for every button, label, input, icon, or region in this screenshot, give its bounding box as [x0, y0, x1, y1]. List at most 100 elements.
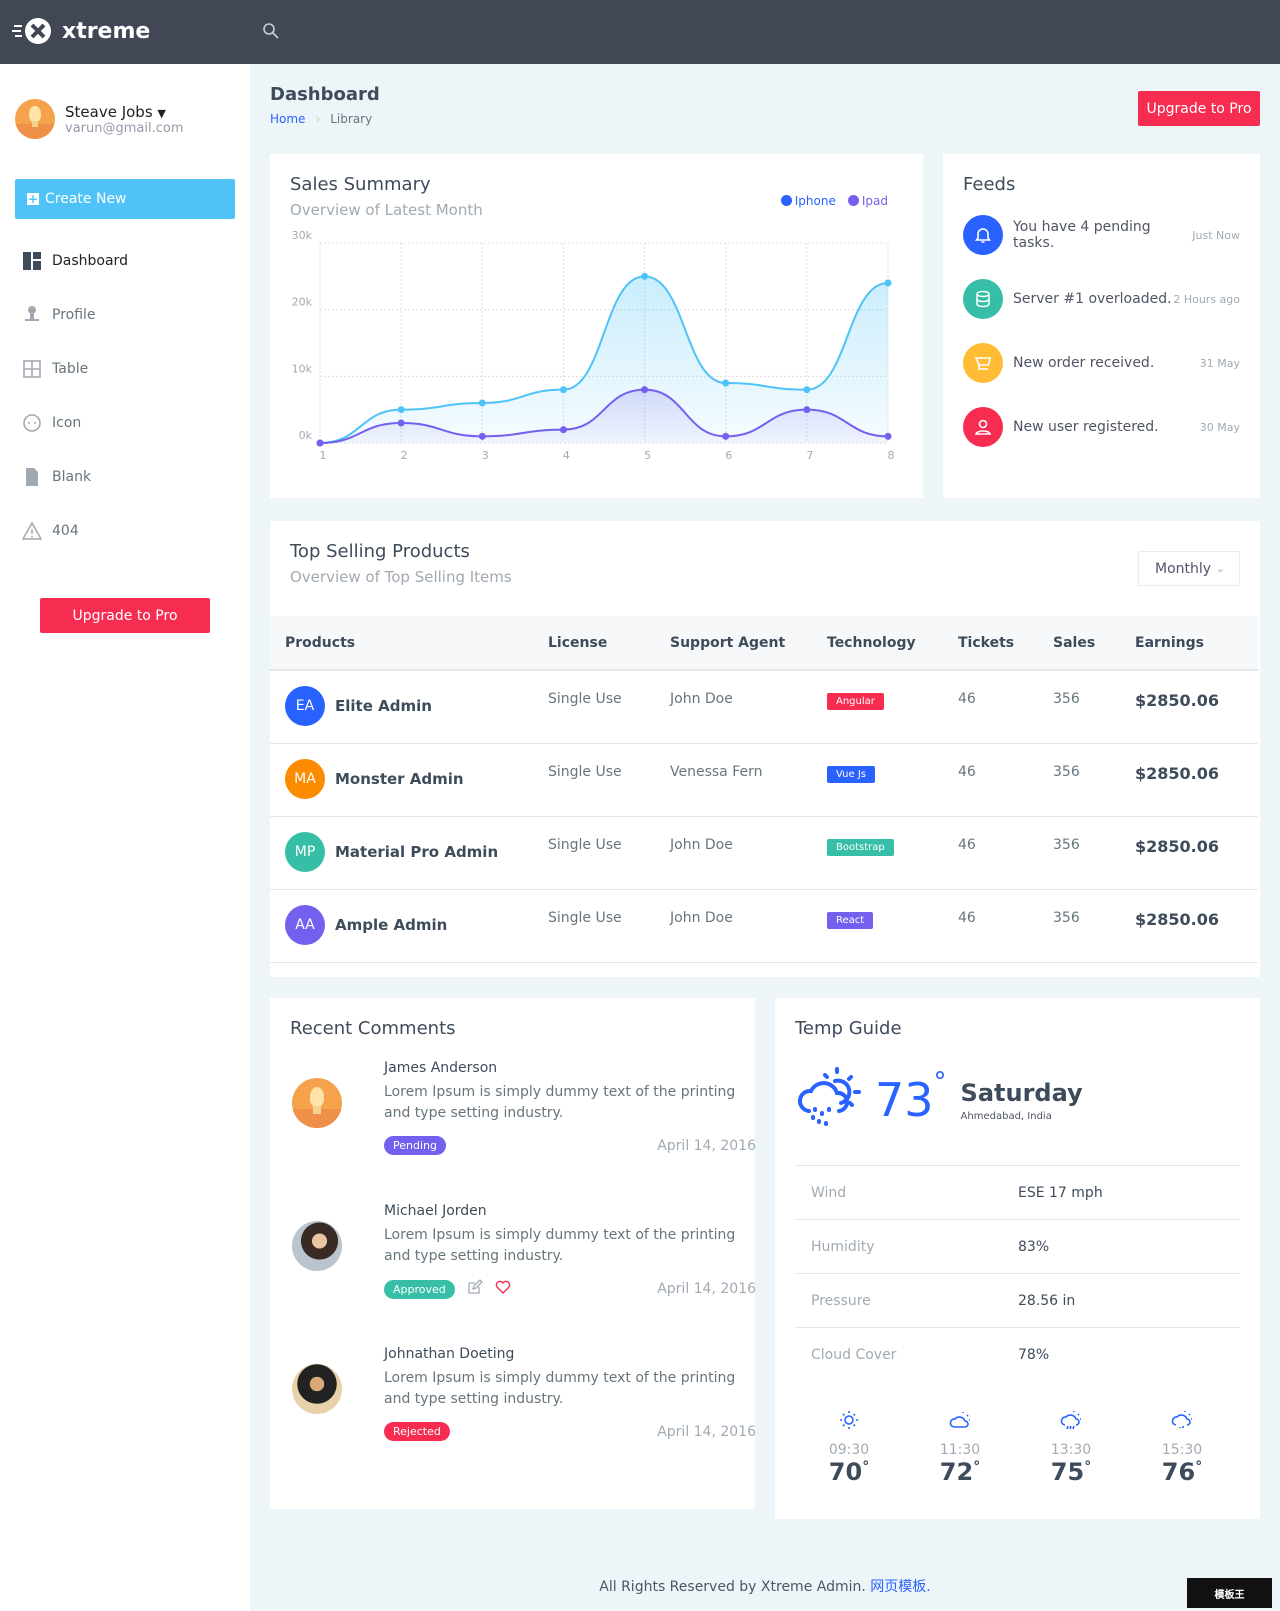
earnings-cell: $2850.06 [1135, 670, 1258, 744]
feed-item[interactable]: You have 4 pending tasks. Just Now [963, 203, 1240, 267]
table-row[interactable]: EA Elite Admin Single Use John Doe Angular 46… [270, 670, 1258, 744]
technology-badge: Angular [827, 693, 884, 710]
user-name: Steave Jobs [65, 102, 153, 121]
user-avatar [15, 99, 55, 139]
sun-icon [840, 1411, 858, 1429]
commenter-avatar [292, 1364, 342, 1414]
sidebar-upgrade-button[interactable]: Upgrade to Pro [40, 598, 210, 633]
sales-chart: 0k 10k 20k 30k 1 2 3 4 5 6 7 8 [292, 229, 895, 462]
card-title: Recent Comments [290, 1018, 456, 1039]
forecast-item: 11:30 72° [920, 1408, 1000, 1486]
upgrade-button[interactable]: Upgrade to Pro [1138, 91, 1260, 126]
card-subtitle: Overview of Latest Month [290, 201, 483, 219]
user-icon [974, 419, 992, 435]
weather-stat-label: Pressure [811, 1292, 871, 1309]
y-tick-label: 20k [292, 296, 313, 309]
forecast-temp-value: 70 [828, 1458, 863, 1486]
data-point[interactable] [559, 426, 567, 434]
agent-cell: John Doe [670, 816, 827, 890]
data-point[interactable] [803, 406, 811, 414]
series-area-ipad [320, 389, 888, 443]
agent-cell: John Doe [670, 670, 827, 744]
product-name[interactable]: Elite Admin [335, 697, 432, 715]
table-row[interactable]: AA Ample Admin Single Use John Doe React 46 35… [270, 889, 1258, 963]
legend-dot [847, 195, 859, 206]
sidebar-item-dashboard[interactable]: Dashboard [22, 234, 232, 288]
product-name[interactable]: Monster Admin [335, 769, 464, 788]
data-point[interactable] [884, 279, 892, 287]
data-point[interactable] [641, 386, 649, 394]
chevron-down-icon[interactable]: ▼ [157, 106, 166, 120]
sidebar-item-blank[interactable]: Blank [22, 450, 232, 504]
data-point[interactable] [397, 406, 405, 414]
card-subtitle: Overview of Top Selling Items [290, 568, 512, 586]
footer-link[interactable]: 网页模板. [870, 1579, 931, 1595]
table-row[interactable]: MP Material Pro Admin Single Use John Doe Bo… [270, 816, 1258, 890]
feed-item[interactable]: New order received. 31 May [963, 331, 1240, 395]
feed-item[interactable]: Server #1 overloaded. 2 Hours ago [963, 267, 1240, 331]
tickets-cell: 46 [958, 743, 1053, 817]
data-point[interactable] [803, 386, 811, 394]
data-point[interactable] [397, 419, 405, 427]
sidebar-item-icon[interactable]: Icon [22, 396, 232, 450]
data-point[interactable] [722, 379, 730, 387]
tickets-cell: 46 [958, 816, 1053, 890]
breadcrumb-home[interactable]: Home [270, 112, 306, 126]
comment-text: Lorem Ipsum is simply dummy text of the … [384, 1227, 736, 1264]
col-earnings: Earnings [1135, 616, 1258, 671]
product-name[interactable]: Material Pro Admin [335, 842, 499, 861]
table-row[interactable]: MA Monster Admin Single Use Venessa Fern Vue… [270, 743, 1258, 817]
user-profile[interactable]: Steave Jobs ▼ varun@gmail.com [15, 99, 184, 139]
weather-stat-row: Humidity 83% [795, 1219, 1240, 1273]
feed-item[interactable]: New user registered. 30 May [963, 395, 1240, 459]
sidebar-item-label: Profile [52, 307, 96, 323]
data-point[interactable] [884, 432, 892, 440]
col-support-agent: Support Agent [670, 616, 827, 671]
y-tick-label: 10k [292, 362, 313, 375]
x-tick-label: 4 [563, 449, 570, 462]
earnings-cell: $2850.06 [1135, 743, 1258, 817]
card-title: Temp Guide [795, 1018, 902, 1039]
data-point[interactable] [559, 386, 567, 394]
heart-icon[interactable] [495, 1279, 511, 1299]
brand-logo[interactable]: xtreme [12, 16, 150, 46]
search-icon[interactable] [262, 22, 280, 40]
comment-item: James Anderson Lorem Ipsum is simply dumm… [290, 1060, 756, 1190]
product-name[interactable]: Ample Admin [335, 915, 448, 934]
data-point[interactable] [316, 439, 324, 447]
sidebar-item-profile[interactable]: Profile [22, 288, 232, 342]
x-tick-label: 7 [806, 449, 813, 462]
earnings-cell: $2850.06 [1135, 889, 1258, 963]
weather-location: Ahmedabad, India [960, 1110, 1052, 1122]
file-icon [26, 468, 38, 486]
data-point[interactable] [722, 432, 730, 440]
footer: All Rights Reserved by Xtreme Admin. 网页模… [250, 1576, 1280, 1596]
sidebar: Steave Jobs ▼ varun@gmail.com + Create N… [0, 64, 250, 1611]
data-point[interactable] [641, 272, 649, 280]
weather-day: Saturday [960, 1078, 1083, 1107]
chart-legend: Iphone Ipad [780, 194, 888, 208]
brand-name: xtreme [62, 18, 151, 44]
product-cell: MP Material Pro Admin [270, 816, 548, 890]
product-cell: MA Monster Admin [270, 743, 548, 817]
product-cell: AA Ample Admin [270, 889, 548, 963]
data-point[interactable] [478, 432, 486, 440]
sidebar-item-table[interactable]: Table [22, 342, 232, 396]
edit-icon[interactable] [467, 1279, 483, 1299]
sidebar-item-label: Icon [52, 415, 82, 431]
sidebar-item-404[interactable]: 404 [22, 504, 232, 558]
degree-symbol: ° [862, 1459, 870, 1475]
technology-badge: Bootstrap [827, 838, 894, 856]
sales-cell: 356 [1053, 889, 1135, 963]
degree-symbol: ° [973, 1459, 981, 1475]
create-new-button[interactable]: + Create New [15, 179, 235, 219]
weather-stat-label: Humidity [811, 1238, 875, 1255]
x-tick-label: 8 [888, 449, 895, 462]
breadcrumb: Home › Library [270, 112, 372, 126]
weather-stat-row: Pressure 28.56 in [795, 1273, 1240, 1327]
technology-badge: Vue Js [827, 765, 875, 783]
period-select[interactable]: Monthly ⌄ [1138, 551, 1240, 586]
technology-cell: React [827, 889, 958, 963]
data-point[interactable] [478, 399, 486, 407]
page-title: Dashboard [270, 84, 380, 105]
